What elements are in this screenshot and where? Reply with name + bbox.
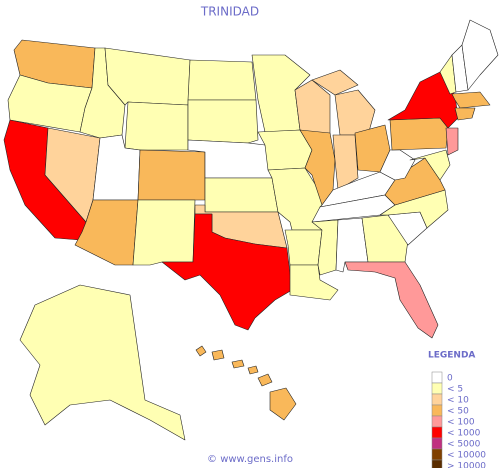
legend-label: 0 [447,374,453,384]
state [211,349,225,361]
legend-label: < 1000 [447,429,481,439]
state [379,149,416,181]
state [454,107,476,121]
state [294,79,331,136]
state [132,199,196,266]
map-title: TRINIDAD [200,5,259,19]
state [195,345,207,357]
state [284,229,323,266]
state [311,69,359,96]
legend-label: > 10000 [447,462,486,468]
legend-swatch [431,404,443,417]
legend-label: < 5 [447,385,463,395]
state [445,127,459,156]
state [204,177,279,213]
legend-label: < 50 [447,407,469,417]
state [461,19,499,91]
legend-swatch [431,426,443,439]
state [137,149,206,201]
legend-title: LEGENDA [428,351,475,361]
state [161,213,293,331]
footer: © www.gens.info [207,454,293,465]
legend-swatch [431,437,443,450]
state [269,387,297,421]
legend-swatch [431,459,443,468]
state [334,89,376,136]
legend-label: < 10000 [447,451,486,461]
legend: 0< 5< 10< 50< 100< 1000< 5000< 10000> 10… [431,371,486,468]
legend-swatch [431,415,443,428]
legend-swatch [431,382,443,395]
state [247,365,259,375]
states [3,19,499,441]
state [409,149,451,181]
state [257,373,273,387]
state [124,101,189,151]
legend-label: < 10 [447,396,469,406]
legend-swatch [431,371,443,384]
state [187,99,259,144]
state [187,59,257,101]
legend-swatch [431,448,443,461]
state [104,47,191,106]
legend-label: < 5000 [447,440,481,450]
legend-swatch [431,393,443,406]
state [451,91,491,109]
state [389,117,449,151]
state [231,359,245,369]
state [344,261,439,339]
state [19,284,186,441]
legend-label: < 100 [447,418,475,428]
